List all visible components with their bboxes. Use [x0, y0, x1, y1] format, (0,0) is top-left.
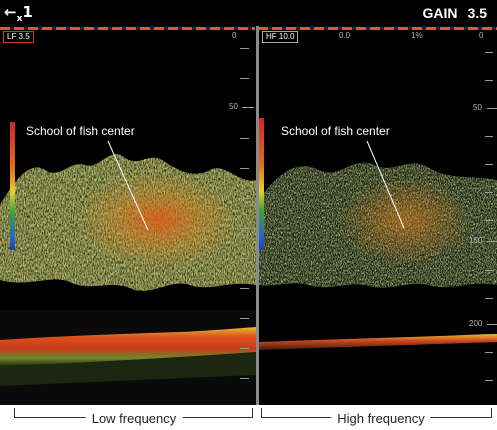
depth-tick	[240, 378, 249, 379]
left-range-bar	[0, 27, 255, 30]
depth-tick	[485, 352, 493, 353]
low-frequency-caption: Low frequency	[85, 411, 183, 426]
depth-tick	[240, 198, 249, 199]
color-scale-bar	[10, 122, 15, 250]
depth-tick	[240, 138, 249, 139]
depth-tick	[485, 380, 493, 381]
fish-finder-screen: ←x1 GAIN 3.5	[0, 0, 497, 405]
annotation-pointer-line	[366, 140, 405, 229]
depth-tick	[242, 107, 254, 108]
depth-tick	[485, 220, 493, 221]
school-of-fish-label: School of fish center	[281, 124, 390, 138]
depth-tick	[240, 48, 249, 49]
depth-tick	[487, 324, 497, 325]
depth-tick	[485, 136, 493, 137]
depth-scale-top: 0	[479, 31, 484, 40]
high-frequency-bracket: High frequency	[261, 407, 492, 426]
low-frequency-tag: LF 3.5	[3, 31, 34, 43]
low-frequency-pane[interactable]: LF 3.5 0 50 School of fish center	[0, 30, 256, 405]
depth-scale-50: 50	[473, 103, 482, 112]
depth-tick	[485, 80, 493, 81]
depth-readout-b: 1%	[411, 31, 423, 40]
depth-tick	[240, 288, 249, 289]
high-frequency-echogram	[259, 162, 497, 350]
annotation-pointer-line	[107, 140, 149, 231]
depth-tick	[485, 270, 493, 271]
low-frequency-echogram	[0, 154, 256, 405]
depth-tick	[485, 52, 493, 53]
color-scale-bar	[259, 118, 264, 250]
high-frequency-caption: High frequency	[331, 411, 431, 426]
gain-value: 3.5	[467, 5, 487, 21]
depth-tick	[240, 258, 249, 259]
gain-label: GAIN	[422, 5, 458, 21]
depth-tick	[487, 241, 497, 242]
school-of-fish-label: School of fish center	[26, 124, 135, 138]
depth-scale-200: 200	[469, 319, 483, 328]
high-frequency-tag: HF 10.0	[262, 31, 299, 43]
depth-readout-a: 0.0	[339, 31, 351, 40]
depth-tick	[485, 164, 493, 165]
depth-scale-50: 50	[229, 102, 238, 111]
caption-row: Low frequency High frequency	[0, 405, 497, 430]
back-arrow-icon: ←	[4, 3, 17, 21]
high-frequency-pane[interactable]: HF 10.0 0.0 1% 0 50 150 200 School of fi…	[259, 30, 497, 405]
back-button[interactable]: ←x1	[4, 3, 33, 25]
depth-tick	[240, 318, 249, 319]
depth-tick	[487, 108, 497, 109]
depth-tick	[485, 298, 493, 299]
pane-divider[interactable]	[256, 26, 259, 405]
depth-tick	[485, 192, 493, 193]
depth-tick	[240, 78, 249, 79]
depth-tick	[240, 348, 249, 349]
depth-scale-top: 0	[232, 31, 237, 40]
zoom-multiplier: 1	[22, 3, 33, 21]
depth-tick	[240, 228, 249, 229]
depth-scale-150: 150	[469, 236, 483, 245]
depth-tick	[240, 168, 249, 169]
right-range-bar	[258, 27, 497, 30]
top-bar: ←x1 GAIN 3.5	[0, 0, 497, 26]
low-frequency-bracket: Low frequency	[14, 407, 253, 426]
gain-readout[interactable]: GAIN 3.5	[423, 6, 487, 20]
